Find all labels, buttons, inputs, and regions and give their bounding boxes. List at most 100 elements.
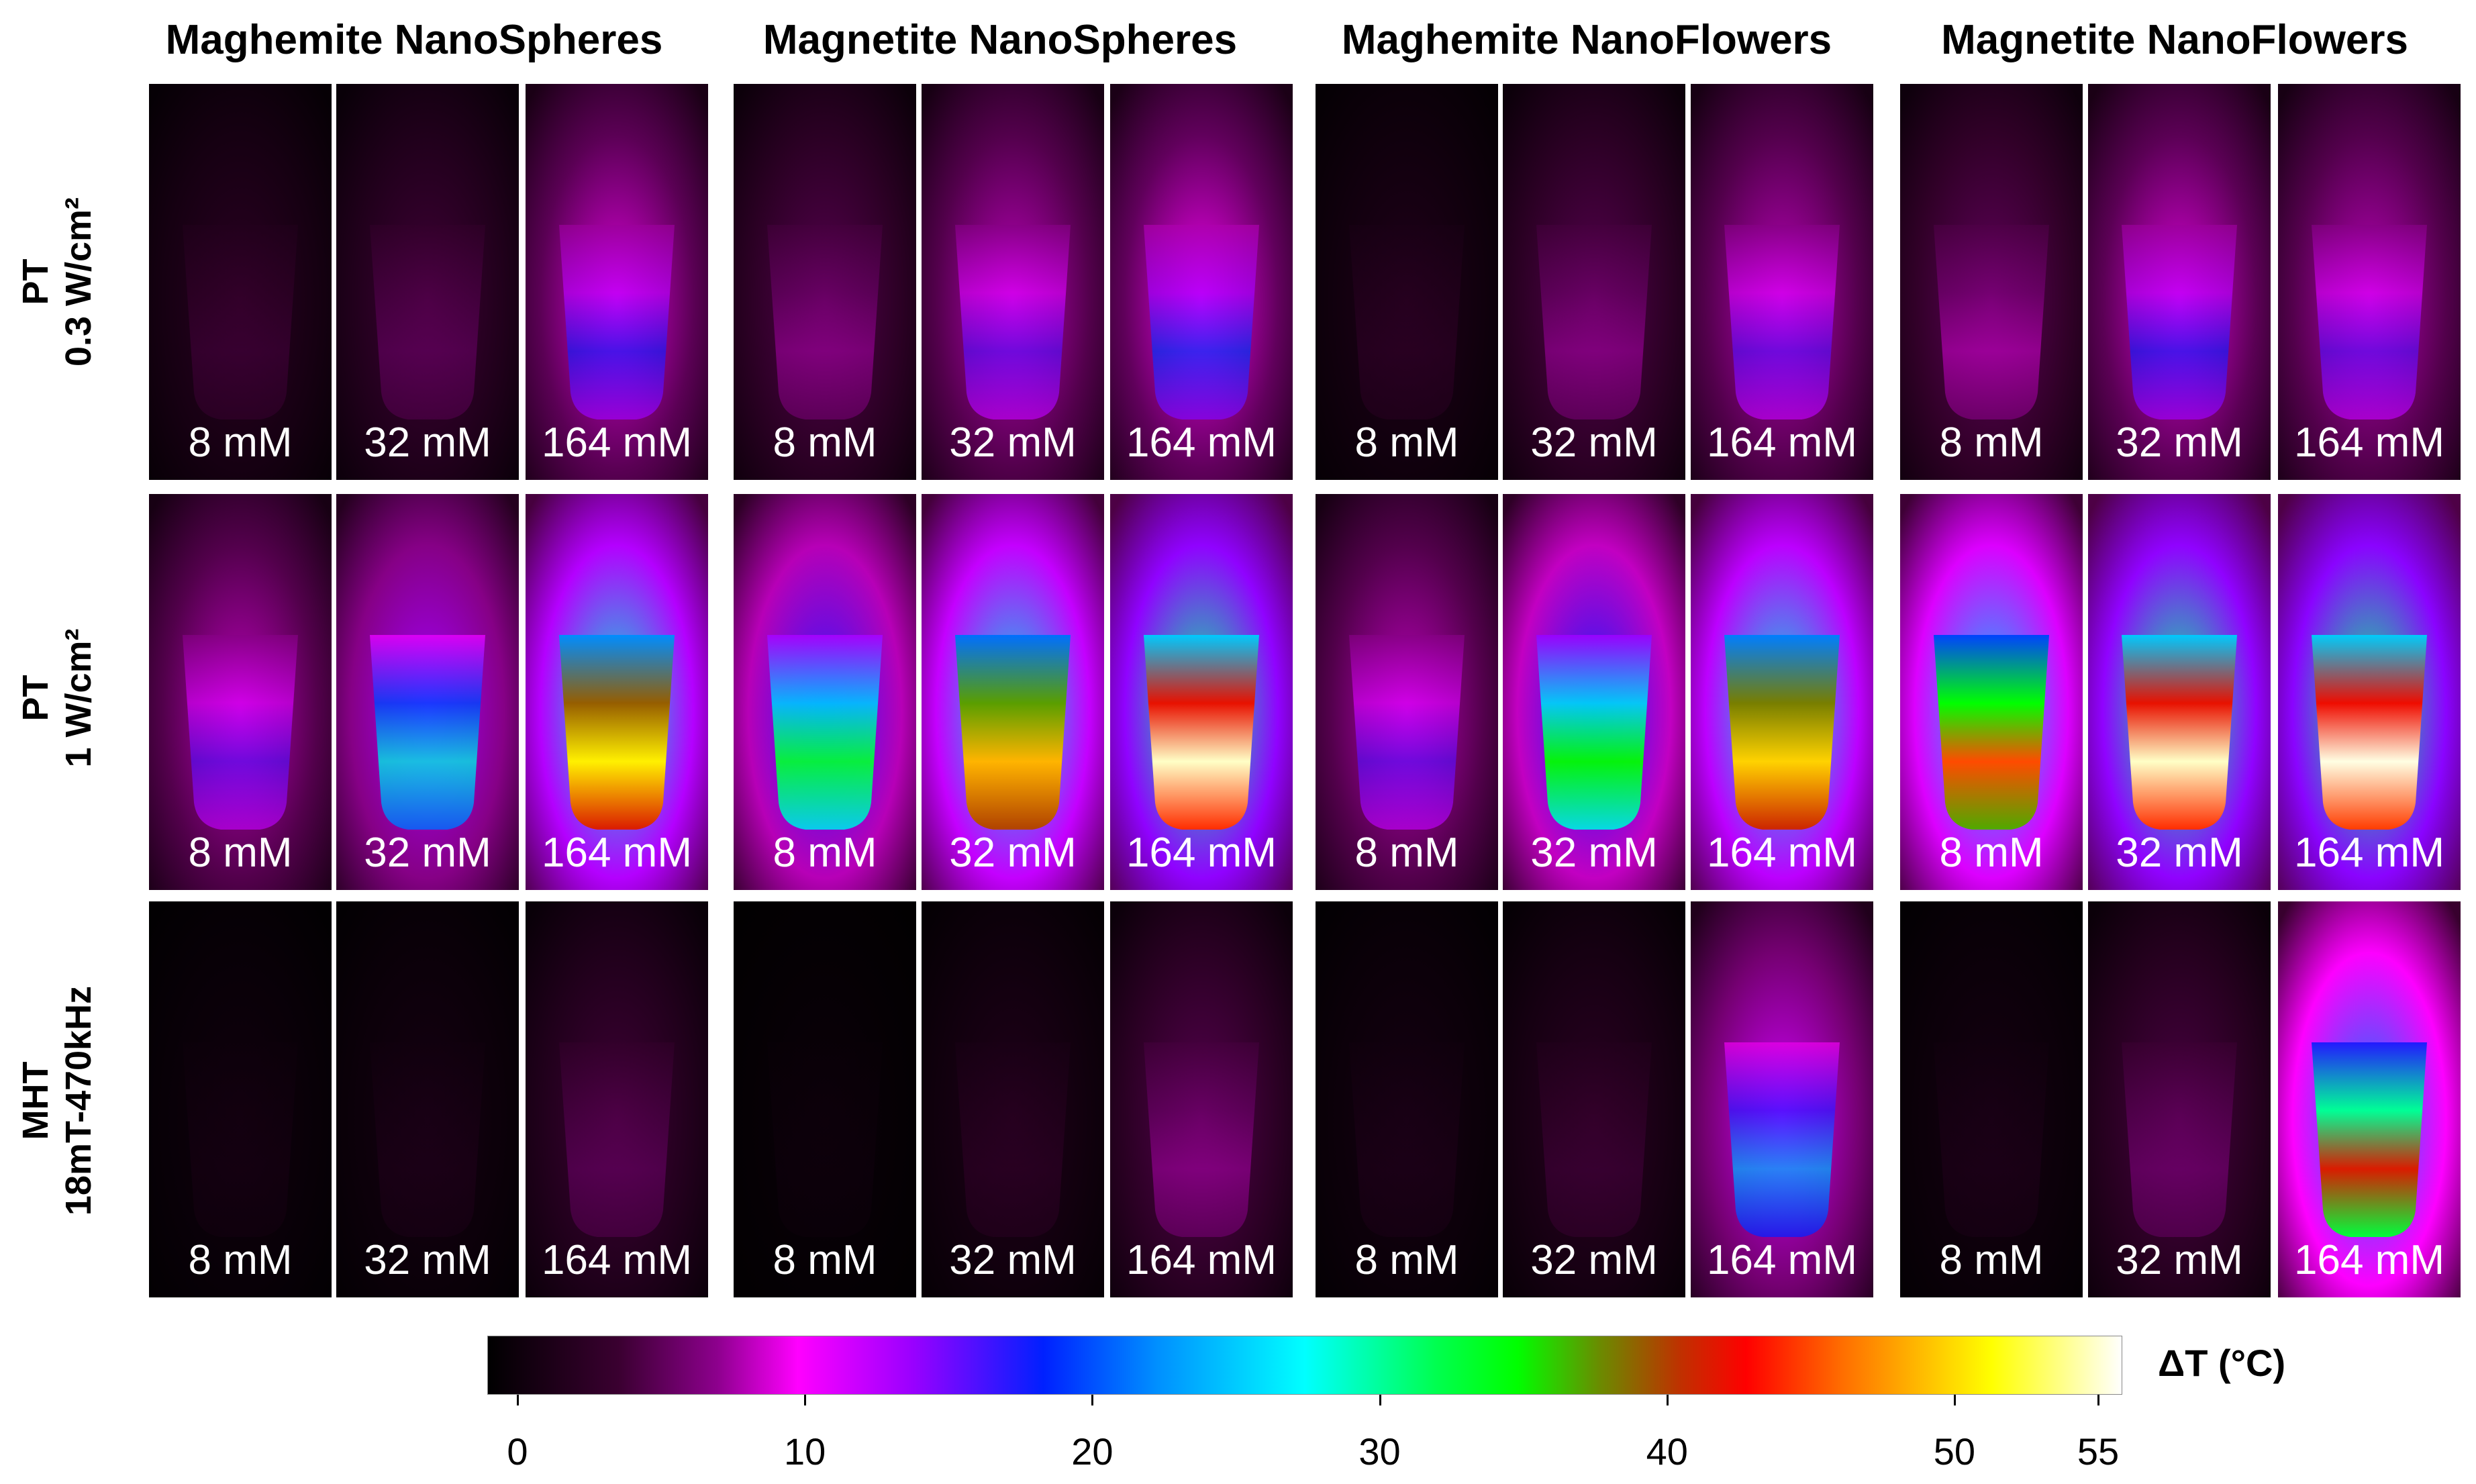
thermal-image-tile: 164 mM — [1110, 901, 1293, 1297]
thermal-image-tile: 32 mM — [336, 901, 519, 1297]
concentration-label: 32 mM — [2116, 830, 2243, 876]
colorbar-tick-label: 10 — [784, 1430, 826, 1473]
concentration-label: 32 mM — [2116, 1237, 2243, 1283]
concentration-label: 32 mM — [1530, 1237, 1658, 1283]
row-label-condition: 1 W/cm² — [58, 628, 99, 768]
concentration-label: 164 mM — [2294, 830, 2444, 876]
column-title-magnetite-nanospheres: Magnetite NanoSpheres — [762, 17, 1238, 63]
thermal-image-tile: 164 mM — [1691, 901, 1873, 1297]
colorbar-tick-mark — [1953, 1395, 1956, 1405]
colorbar-tick-mark — [1379, 1395, 1381, 1405]
thermal-image-tile: 164 mM — [526, 494, 708, 890]
colorbar-tick-label: 50 — [1933, 1430, 1976, 1473]
thermal-image-tile: 164 mM — [1110, 494, 1293, 890]
thermal-image-tile: 164 mM — [1691, 494, 1873, 890]
row-label-mode: MHT — [15, 1061, 56, 1140]
concentration-label: 8 mM — [1939, 1237, 2044, 1283]
sample-tube — [1724, 1042, 1840, 1237]
sample-tube — [1349, 225, 1465, 419]
concentration-label: 8 mM — [1354, 1237, 1459, 1283]
thermal-image-tile: 164 mM — [2278, 494, 2461, 890]
row-label-condition: 0.3 W/cm² — [58, 197, 99, 367]
concentration-label: 164 mM — [1707, 419, 1857, 466]
sample-tube — [1144, 1042, 1259, 1237]
sample-tube — [955, 1042, 1071, 1237]
sample-tube — [1349, 1042, 1465, 1237]
concentration-label: 164 mM — [1126, 1237, 1277, 1283]
thermal-image-tile: 8 mM — [1316, 901, 1498, 1297]
thermal-image-tile: 8 mM — [1900, 84, 2083, 480]
thermal-image-tile: 8 mM — [734, 84, 916, 480]
concentration-label: 32 mM — [949, 419, 1077, 466]
colorbar — [487, 1336, 2122, 1395]
sample-tube — [370, 635, 485, 830]
column-title-maghemite-nanoflowers: Maghemite NanoFlowers — [1341, 17, 1832, 63]
concentration-label: 8 mM — [1354, 830, 1459, 876]
concentration-label: 32 mM — [364, 1237, 491, 1283]
sample-tube — [767, 635, 883, 830]
concentration-label: 164 mM — [2294, 1237, 2444, 1283]
thermal-image-tile: 164 mM — [526, 84, 708, 480]
thermal-image-tile: 8 mM — [1900, 494, 2083, 890]
colorbar-tick-label: 0 — [507, 1430, 528, 1473]
sample-tube — [183, 635, 298, 830]
concentration-label: 32 mM — [1530, 419, 1658, 466]
sample-tube — [2312, 1042, 2427, 1237]
colorbar-tick-mark — [1666, 1395, 1669, 1405]
thermal-image-tile: 8 mM — [149, 901, 332, 1297]
thermal-image-tile: 8 mM — [1316, 494, 1498, 890]
colorbar-tick-label: 55 — [2077, 1430, 2120, 1473]
sample-tube — [767, 1042, 883, 1237]
sample-tube — [183, 1042, 298, 1237]
thermal-image-tile: 32 mM — [336, 494, 519, 890]
column-title-maghemite-nanospheres: Maghemite NanoSpheres — [165, 17, 663, 63]
colorbar-gradient — [487, 1336, 2122, 1395]
sample-tube — [183, 225, 298, 419]
concentration-label: 32 mM — [1530, 830, 1658, 876]
sample-tube — [559, 1042, 675, 1237]
thermal-image-tile: 8 mM — [149, 84, 332, 480]
colorbar-tick-label: 30 — [1358, 1430, 1401, 1473]
colorbar-tick-mark — [517, 1395, 519, 1405]
sample-tube — [2122, 225, 2237, 419]
sample-tube — [2312, 635, 2427, 830]
thermal-image-tile: 8 mM — [734, 901, 916, 1297]
concentration-label: 164 mM — [2294, 419, 2444, 466]
sample-tube — [1144, 225, 1259, 419]
thermal-image-tile: 32 mM — [2088, 494, 2271, 890]
colorbar-tick-mark — [804, 1395, 807, 1405]
thermal-image-tile: 32 mM — [922, 84, 1104, 480]
thermal-image-tile: 164 mM — [2278, 84, 2461, 480]
sample-tube — [559, 635, 675, 830]
concentration-label: 8 mM — [1354, 419, 1459, 466]
sample-tube — [2122, 1042, 2237, 1237]
sample-tube — [2312, 225, 2427, 419]
thermal-image-tile: 32 mM — [336, 84, 519, 480]
concentration-label: 32 mM — [364, 830, 491, 876]
sample-tube — [370, 225, 485, 419]
sample-tube — [370, 1042, 485, 1237]
concentration-label: 164 mM — [542, 419, 692, 466]
column-title-magnetite-nanoflowers: Magnetite NanoFlowers — [1941, 17, 2408, 63]
sample-tube — [559, 225, 675, 419]
concentration-label: 164 mM — [1707, 1237, 1857, 1283]
concentration-label: 164 mM — [1126, 830, 1277, 876]
concentration-label: 164 mM — [1707, 830, 1857, 876]
concentration-label: 164 mM — [542, 830, 692, 876]
colorbar-tick-mark — [1091, 1395, 1094, 1405]
sample-tube — [1349, 635, 1465, 830]
sample-tube — [1536, 1042, 1652, 1237]
concentration-label: 164 mM — [542, 1237, 692, 1283]
sample-tube — [1934, 635, 2049, 830]
sample-tube — [2122, 635, 2237, 830]
thermal-image-tile: 32 mM — [922, 901, 1104, 1297]
concentration-label: 32 mM — [949, 830, 1077, 876]
concentration-label: 32 mM — [2116, 419, 2243, 466]
sample-tube — [1934, 1042, 2049, 1237]
thermal-image-tile: 32 mM — [2088, 84, 2271, 480]
sample-tube — [1144, 635, 1259, 830]
sample-tube — [1934, 225, 2049, 419]
thermal-image-tile: 164 mM — [1110, 84, 1293, 480]
thermal-image-tile: 164 mM — [1691, 84, 1873, 480]
thermal-image-tile: 164 mM — [526, 901, 708, 1297]
